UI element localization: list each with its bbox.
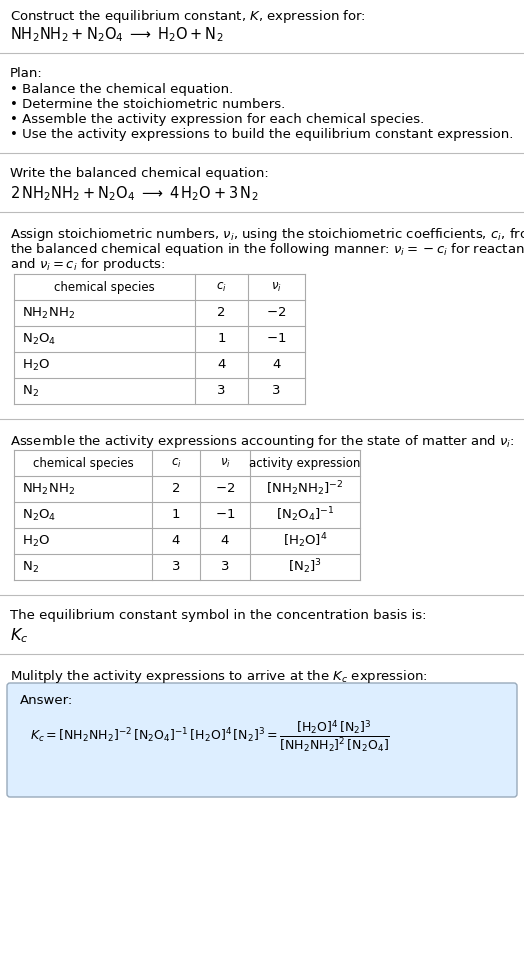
Text: Assemble the activity expressions accounting for the state of matter and $\nu_i$: Assemble the activity expressions accoun… bbox=[10, 433, 515, 450]
Text: $\nu_i$: $\nu_i$ bbox=[220, 456, 231, 470]
Text: • Balance the chemical equation.: • Balance the chemical equation. bbox=[10, 83, 233, 96]
Text: $\mathrm{NH_2NH_2}$: $\mathrm{NH_2NH_2}$ bbox=[22, 306, 75, 320]
Text: $-2$: $-2$ bbox=[266, 307, 287, 319]
Text: $\mathrm{H_2O}$: $\mathrm{H_2O}$ bbox=[22, 357, 50, 372]
Text: $\nu_i$: $\nu_i$ bbox=[271, 281, 282, 293]
Text: $\mathrm{N_2}$: $\mathrm{N_2}$ bbox=[22, 560, 39, 574]
Text: $c_i$: $c_i$ bbox=[216, 281, 227, 293]
Text: • Assemble the activity expression for each chemical species.: • Assemble the activity expression for e… bbox=[10, 113, 424, 126]
Text: 1: 1 bbox=[172, 509, 180, 521]
Text: $-1$: $-1$ bbox=[215, 509, 235, 521]
Text: The equilibrium constant symbol in the concentration basis is:: The equilibrium constant symbol in the c… bbox=[10, 609, 427, 622]
Text: $K_c$: $K_c$ bbox=[10, 626, 28, 645]
Text: chemical species: chemical species bbox=[54, 281, 155, 293]
Text: 3: 3 bbox=[221, 561, 230, 573]
Text: $-2$: $-2$ bbox=[215, 482, 235, 495]
FancyBboxPatch shape bbox=[7, 683, 517, 797]
Text: • Determine the stoichiometric numbers.: • Determine the stoichiometric numbers. bbox=[10, 98, 285, 111]
Text: $\mathrm{N_2O_4}$: $\mathrm{N_2O_4}$ bbox=[22, 508, 56, 523]
Text: 2: 2 bbox=[217, 307, 226, 319]
Text: 3: 3 bbox=[172, 561, 180, 573]
Text: Answer:: Answer: bbox=[20, 694, 73, 707]
Text: $\mathrm{N_2}$: $\mathrm{N_2}$ bbox=[22, 383, 39, 399]
Text: $K_c = [\mathrm{NH_2NH_2}]^{-2}\,[\mathrm{N_2O_4}]^{-1}\,[\mathrm{H_2O}]^{4}\,[\: $K_c = [\mathrm{NH_2NH_2}]^{-2}\,[\mathr… bbox=[30, 718, 390, 754]
Text: 2: 2 bbox=[172, 482, 180, 495]
Text: $[\mathrm{N_2}]^{3}$: $[\mathrm{N_2}]^{3}$ bbox=[288, 558, 322, 576]
Text: $[\mathrm{NH_2NH_2}]^{-2}$: $[\mathrm{NH_2NH_2}]^{-2}$ bbox=[266, 480, 344, 498]
Text: 3: 3 bbox=[272, 384, 281, 398]
Text: $\mathrm{H_2O}$: $\mathrm{H_2O}$ bbox=[22, 534, 50, 548]
Text: 1: 1 bbox=[217, 333, 226, 345]
Text: $\mathrm{NH_2NH_2}$: $\mathrm{NH_2NH_2}$ bbox=[22, 482, 75, 497]
Text: the balanced chemical equation in the following manner: $\nu_i = -c_i$ for react: the balanced chemical equation in the fo… bbox=[10, 241, 524, 258]
Text: $[\mathrm{N_2O_4}]^{-1}$: $[\mathrm{N_2O_4}]^{-1}$ bbox=[276, 506, 334, 524]
Text: $-1$: $-1$ bbox=[266, 333, 287, 345]
Text: activity expression: activity expression bbox=[249, 456, 361, 470]
Text: and $\nu_i = c_i$ for products:: and $\nu_i = c_i$ for products: bbox=[10, 256, 166, 273]
Text: • Use the activity expressions to build the equilibrium constant expression.: • Use the activity expressions to build … bbox=[10, 128, 514, 141]
Text: Mulitply the activity expressions to arrive at the $K_c$ expression:: Mulitply the activity expressions to arr… bbox=[10, 668, 428, 685]
Text: $\mathrm{2\,NH_2NH_2 + N_2O_4 \;\longrightarrow\; 4\,H_2O + 3\,N_2}$: $\mathrm{2\,NH_2NH_2 + N_2O_4 \;\longrig… bbox=[10, 184, 258, 203]
Text: 4: 4 bbox=[272, 359, 281, 372]
Text: chemical species: chemical species bbox=[32, 456, 134, 470]
Text: Construct the equilibrium constant, $K$, expression for:: Construct the equilibrium constant, $K$,… bbox=[10, 8, 366, 25]
Text: 4: 4 bbox=[217, 359, 226, 372]
Text: $[\mathrm{H_2O}]^{4}$: $[\mathrm{H_2O}]^{4}$ bbox=[283, 532, 328, 550]
Text: Assign stoichiometric numbers, $\nu_i$, using the stoichiometric coefficients, $: Assign stoichiometric numbers, $\nu_i$, … bbox=[10, 226, 524, 243]
Text: 3: 3 bbox=[217, 384, 226, 398]
Text: Write the balanced chemical equation:: Write the balanced chemical equation: bbox=[10, 167, 269, 180]
Text: $c_i$: $c_i$ bbox=[171, 456, 181, 470]
Text: Plan:: Plan: bbox=[10, 67, 43, 80]
Text: 4: 4 bbox=[221, 535, 229, 547]
Text: $\mathrm{N_2O_4}$: $\mathrm{N_2O_4}$ bbox=[22, 331, 56, 346]
Text: 4: 4 bbox=[172, 535, 180, 547]
Text: $\mathrm{NH_2NH_2 + N_2O_4 \;\longrightarrow\; H_2O + N_2}$: $\mathrm{NH_2NH_2 + N_2O_4 \;\longrighta… bbox=[10, 25, 223, 43]
